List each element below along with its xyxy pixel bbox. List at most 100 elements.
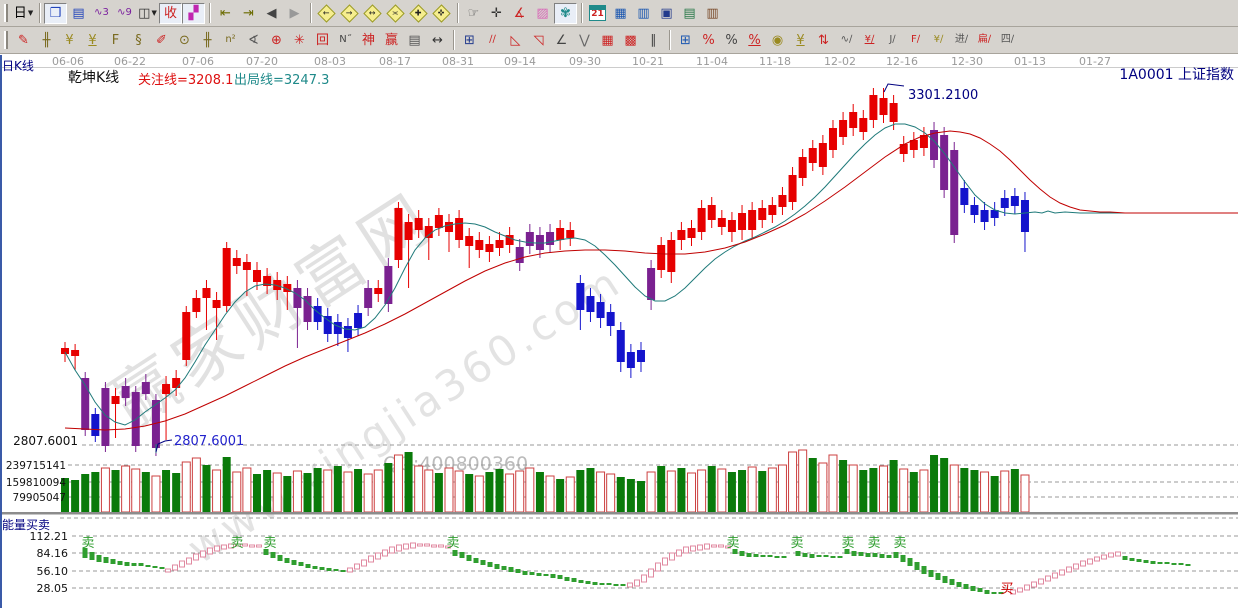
gold-slash-tool-icon[interactable]: ¥∕ xyxy=(864,34,875,45)
candlestick[interactable] xyxy=(61,348,69,354)
volume-bar[interactable] xyxy=(424,469,434,513)
fan-lines-tool-icon[interactable]: ∕∕ xyxy=(489,34,496,45)
volume-bar[interactable] xyxy=(808,458,817,512)
candlestick[interactable] xyxy=(748,210,757,230)
candlestick[interactable] xyxy=(444,222,453,232)
candlestick[interactable] xyxy=(788,175,797,202)
volume-bar[interactable] xyxy=(91,472,100,512)
candlestick[interactable] xyxy=(364,288,373,308)
cycle-tool-icon[interactable]: ⊙ xyxy=(179,32,190,48)
updown-pen-icon[interactable]: ⇅ xyxy=(818,32,829,48)
candlestick[interactable] xyxy=(475,240,484,250)
volume-bar[interactable] xyxy=(465,474,474,512)
volume-bar[interactable] xyxy=(81,474,90,512)
candlestick[interactable] xyxy=(91,414,100,436)
candlestick[interactable] xyxy=(374,288,383,294)
volume-bar[interactable] xyxy=(930,455,939,512)
volume-bar[interactable] xyxy=(869,468,878,512)
crosshair-tool-icon[interactable]: ✛ xyxy=(491,5,502,21)
volume-bar[interactable] xyxy=(777,464,787,513)
candlestick[interactable] xyxy=(354,313,363,328)
volume-bar[interactable] xyxy=(333,466,342,512)
candlestick[interactable] xyxy=(879,98,888,115)
candlestick[interactable] xyxy=(515,247,524,263)
volume-bar[interactable] xyxy=(162,470,171,512)
jin-slash-tool-icon[interactable]: 进∕ xyxy=(954,34,969,45)
volume-bar[interactable] xyxy=(222,457,231,512)
candlestick[interactable] xyxy=(546,232,555,245)
candlestick[interactable] xyxy=(1020,200,1029,232)
volume-bar[interactable] xyxy=(859,470,868,512)
candlestick[interactable] xyxy=(313,306,322,322)
stats-list-icon[interactable]: ⊞ xyxy=(680,32,691,48)
v-shape-tool-icon[interactable]: ⋁ xyxy=(579,32,590,48)
volume-bar[interactable] xyxy=(839,460,848,512)
volume-bar[interactable] xyxy=(1000,470,1010,513)
candlestick[interactable] xyxy=(687,228,696,238)
volume-bar[interactable] xyxy=(263,470,272,512)
candlestick[interactable] xyxy=(717,218,726,227)
candlestick[interactable] xyxy=(424,226,433,238)
volume-bar[interactable] xyxy=(828,454,838,513)
volume-bar[interactable] xyxy=(848,464,858,513)
candlestick[interactable] xyxy=(758,208,767,220)
candlestick[interactable] xyxy=(273,280,282,290)
candlestick[interactable] xyxy=(586,296,595,312)
volume-bar[interactable] xyxy=(121,465,131,513)
volume-bar[interactable] xyxy=(798,449,808,513)
volume-bar[interactable] xyxy=(303,473,312,512)
candlestick[interactable] xyxy=(828,128,837,150)
candlestick[interactable] xyxy=(263,276,272,286)
candlestick[interactable] xyxy=(556,228,565,240)
candlestick[interactable] xyxy=(151,400,160,448)
volume-bar[interactable] xyxy=(323,469,333,513)
f-lines-tool-icon[interactable]: F xyxy=(111,32,120,48)
volume-bar[interactable] xyxy=(697,469,707,513)
candlestick[interactable] xyxy=(465,236,474,246)
candlestick[interactable] xyxy=(657,245,666,270)
candlestick[interactable] xyxy=(485,244,494,252)
volume-bar[interactable] xyxy=(172,473,181,512)
wave-long-icon[interactable]: ∿9 xyxy=(117,7,132,18)
candlestick[interactable] xyxy=(404,222,413,240)
shift-left-icon[interactable]: ← xyxy=(315,3,338,24)
volume-bar[interactable] xyxy=(212,469,222,513)
candlestick[interactable] xyxy=(1000,198,1009,208)
toolbar-grip-1[interactable] xyxy=(4,4,8,22)
volume-bar[interactable] xyxy=(717,468,727,513)
candlestick[interactable] xyxy=(869,95,878,120)
percent-line-icon[interactable]: % xyxy=(748,32,761,48)
candlestick[interactable] xyxy=(889,103,898,122)
brush-tool-icon[interactable]: ✎ xyxy=(18,32,29,48)
volume-bar[interactable] xyxy=(758,471,767,512)
zoom-in-icon[interactable]: ✚ xyxy=(407,3,430,24)
candlestick[interactable] xyxy=(677,230,686,240)
volume-bar[interactable] xyxy=(505,473,515,513)
candlestick[interactable] xyxy=(667,240,676,272)
candlestick[interactable] xyxy=(566,230,575,238)
red-grid-dense-tool-icon[interactable]: ▩ xyxy=(624,32,637,48)
volume-bar[interactable] xyxy=(414,465,424,513)
volume-bar[interactable] xyxy=(373,469,383,513)
fan-box-tool-icon[interactable]: ◺ xyxy=(510,32,521,48)
pink-grid-tool-icon[interactable]: ▨ xyxy=(536,5,549,21)
print-preview-icon[interactable]: ▤ xyxy=(683,5,696,21)
volume-bar[interactable] xyxy=(586,468,595,512)
volume-bar[interactable] xyxy=(909,472,918,512)
wave-slash-tool-icon[interactable]: ∿∕ xyxy=(840,34,853,45)
gold-underline-icon[interactable]: ¥ xyxy=(796,32,805,48)
candlestick[interactable] xyxy=(697,208,706,232)
candlestick[interactable] xyxy=(121,386,130,398)
volume-bar[interactable] xyxy=(657,466,666,512)
candlestick[interactable] xyxy=(808,148,817,163)
spiral-tool-icon[interactable]: § xyxy=(135,32,142,48)
candlestick[interactable] xyxy=(232,258,241,266)
volume-bar[interactable] xyxy=(444,467,454,513)
volume-bar[interactable] xyxy=(666,470,676,513)
volume-bar[interactable] xyxy=(879,465,889,513)
red-grid-tool-icon[interactable]: ▦ xyxy=(601,32,614,48)
candlestick[interactable] xyxy=(111,396,120,404)
candlestick[interactable] xyxy=(192,298,201,312)
gold-channel-tool-icon[interactable]: ¥ xyxy=(88,32,97,48)
volume-bar[interactable] xyxy=(404,452,413,512)
